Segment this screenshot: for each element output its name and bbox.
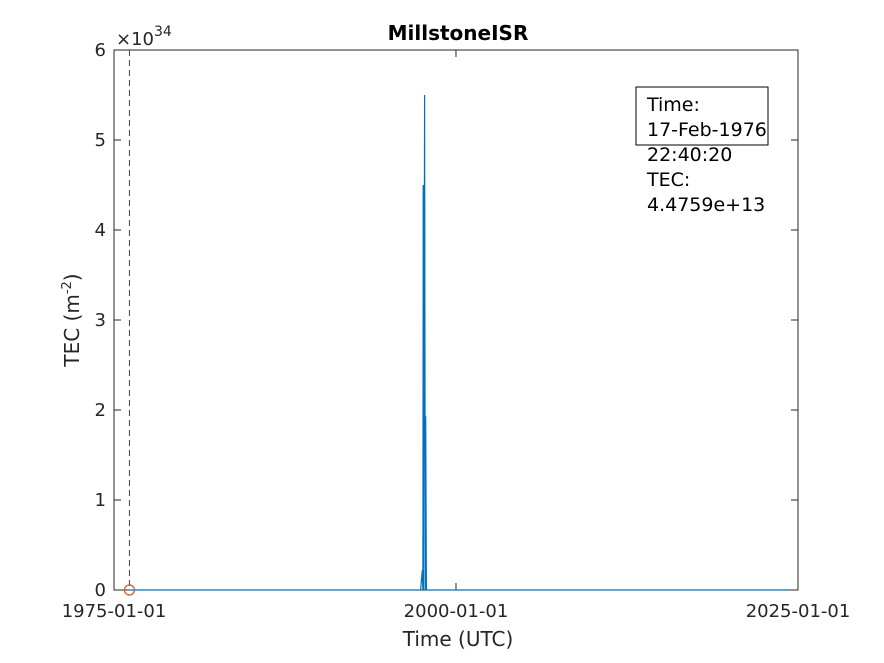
y-tick-label: 2 [95,400,106,421]
series-line [129,94,787,591]
y-tick-label: 0 [95,580,106,601]
y-tick-label: 3 [95,310,106,331]
y-axis-label: TEC (m-2) [60,273,84,367]
y-tick-labels: 0 1 2 3 4 5 6 [95,40,106,601]
y-axis-label-close: ) [60,273,84,281]
x-axis-label: Time (UTC) [402,627,514,651]
x-tick-labels: 1975-01-01 2000-01-01 2025-01-01 [62,601,851,622]
datatip-line-3: 22:40:20 [647,144,732,166]
x-tick-label: 2025-01-01 [746,601,851,622]
datatip-annotation: Time: 17-Feb-1976 22:40:20 TEC: 4.4759e+… [635,86,769,216]
datatip-box [635,86,769,146]
x-tick-label: 1975-01-01 [62,601,167,622]
y-axis-label-base: TEC (m [60,294,84,367]
datatip-line-4: TEC: [646,169,690,191]
y-exponent-power: 34 [154,24,172,40]
datatip-line-5: 4.4759e+13 [647,194,765,216]
axis-ticks [113,49,799,591]
series-layer [129,94,787,591]
y-tick-label: 5 [95,130,106,151]
y-tick-label: 1 [95,490,106,511]
cursor-marker [123,584,136,596]
y-exponent-label: ×1034 [116,24,172,50]
cursor-layer [123,50,136,596]
datatip-line-1: Time: [646,94,700,116]
x-tick-label: 2000-01-01 [404,601,509,622]
datatip-line-2: 17-Feb-1976 [647,119,767,141]
y-tick-label: 6 [95,40,106,61]
y-axis-label-exp: -2 [60,281,75,294]
y-exponent-prefix: ×10 [116,29,154,50]
y-tick-label: 4 [95,220,106,241]
chart-title: MillstoneISR [388,21,529,45]
